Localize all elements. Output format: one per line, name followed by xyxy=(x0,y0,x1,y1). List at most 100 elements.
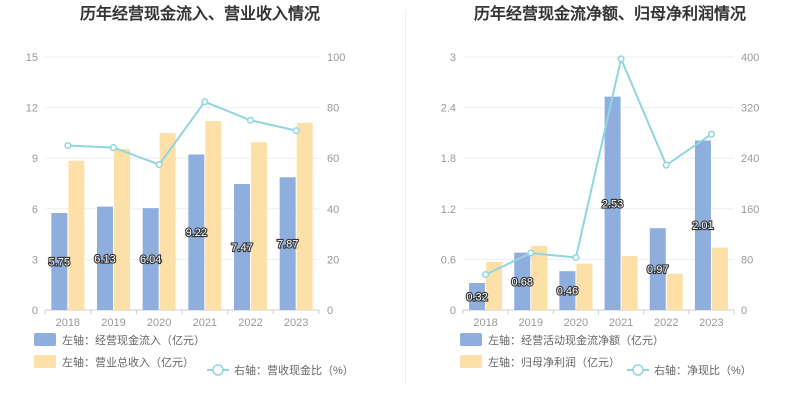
secondary-bar xyxy=(711,247,728,310)
y-right-tick-label: 320 xyxy=(741,103,759,115)
data-label: 7.87 xyxy=(277,239,298,251)
legend-swatch xyxy=(34,333,56,346)
x-tick-label: 2020 xyxy=(147,317,171,329)
primary-bar xyxy=(51,213,68,310)
y-right-tick-label: 100 xyxy=(327,52,345,64)
y-right-tick-label: 20 xyxy=(327,254,339,266)
secondary-bar xyxy=(114,148,130,310)
secondary-bar xyxy=(251,142,267,310)
y-right-tick-label: 240 xyxy=(741,153,759,165)
secondary-bar xyxy=(666,273,683,310)
chart-title: 历年经营现金流净额、归母净利润情况 xyxy=(474,4,746,23)
y-right-tick-label: 400 xyxy=(741,52,759,64)
legend-label: 左轴：归母净利润（亿元） xyxy=(488,355,620,369)
x-tick-label: 2022 xyxy=(238,317,262,329)
x-tick-label: 2023 xyxy=(284,317,308,329)
legend-swatch xyxy=(460,333,482,346)
chart-title: 历年经营现金流入、营业收入情况 xyxy=(80,4,320,23)
data-label: 9.22 xyxy=(186,227,207,239)
x-tick-label: 2023 xyxy=(699,317,723,329)
data-label: 2.01 xyxy=(692,220,713,232)
y-right-tick-label: 0 xyxy=(327,305,333,317)
chart-panel-2: 历年经营现金流净额、归母净利润情况 0 0.6 1.2 1.8 2.4 3 0 80 160 240… xyxy=(441,4,760,377)
secondary-bar xyxy=(621,256,638,310)
y-left-tick-label: 1.8 xyxy=(441,153,456,165)
chart-panel-1: 历年经营现金流入、营业收入情况 0 3 6 9 12 15 0 20 40 60 80 100 2018 2… xyxy=(26,4,354,377)
y-left-tick-label: 2.4 xyxy=(441,103,456,115)
ratio-point xyxy=(155,160,163,169)
y-left-tick-label: 15 xyxy=(26,52,38,64)
data-label: 0.46 xyxy=(557,286,578,298)
x-tick-label: 2019 xyxy=(519,317,543,329)
primary-bar xyxy=(514,252,531,310)
y-left-tick-label: 0 xyxy=(450,305,456,317)
primary-bar xyxy=(649,228,666,310)
primary-bar xyxy=(694,140,711,310)
y-right-tick-label: 80 xyxy=(327,103,339,115)
secondary-bar xyxy=(159,132,176,310)
legend-swatch xyxy=(34,355,56,368)
secondary-bar xyxy=(576,263,593,310)
primary-bar xyxy=(559,271,576,310)
data-label: 2.53 xyxy=(602,198,623,210)
legend-marker xyxy=(212,364,224,376)
y-right-tick-label: 160 xyxy=(741,204,759,216)
x-tick-label: 2021 xyxy=(609,317,633,329)
y-right-tick-label: 60 xyxy=(327,153,339,165)
y-left-tick-label: 9 xyxy=(32,153,38,165)
primary-bar xyxy=(97,206,113,310)
x-tick-label: 2022 xyxy=(654,317,678,329)
legend-label: 左轴：经营活动现金流净额（亿元） xyxy=(488,333,664,347)
ratio-point xyxy=(482,271,490,279)
secondary-bar xyxy=(296,122,313,310)
secondary-bar xyxy=(205,121,222,311)
ratio-point xyxy=(662,161,670,169)
legend-label: 右轴：净现比（%） xyxy=(654,363,752,377)
secondary-bar xyxy=(531,245,548,310)
y-right-tick-label: 40 xyxy=(327,204,339,216)
ratio-point xyxy=(64,142,72,150)
y-left-tick-label: 3 xyxy=(450,52,456,64)
data-label: 6.13 xyxy=(94,253,115,265)
data-label: 0.97 xyxy=(647,264,668,276)
x-tick-label: 2018 xyxy=(473,317,497,329)
y-right-tick-label: 0 xyxy=(741,305,747,317)
x-tick-label: 2021 xyxy=(193,317,217,329)
primary-bar xyxy=(604,96,621,311)
y-left-tick-label: 3 xyxy=(32,254,38,266)
y-right-tick-label: 80 xyxy=(741,254,753,266)
x-tick-label: 2018 xyxy=(56,317,80,329)
legend-label: 左轴：营业总收入（亿元） xyxy=(62,355,194,369)
primary-bar xyxy=(469,283,486,310)
data-label: 5.75 xyxy=(49,257,70,269)
ratio-point xyxy=(572,253,580,262)
data-label: 0.68 xyxy=(512,276,533,288)
ratio-point xyxy=(201,98,209,106)
ratio-point xyxy=(246,116,255,124)
ratio-point xyxy=(707,130,715,138)
y-left-tick-label: 0.6 xyxy=(441,254,456,266)
ratio-point xyxy=(109,144,118,152)
data-label: 0.32 xyxy=(466,292,487,304)
legend-label: 右轴：营收现金比（%） xyxy=(234,363,354,377)
x-tick-label: 2020 xyxy=(564,317,588,329)
data-label: 6.04 xyxy=(140,254,161,266)
ratio-point xyxy=(527,249,535,257)
y-left-tick-label: 0 xyxy=(32,305,38,317)
ratio-point xyxy=(617,55,625,63)
y-left-tick-label: 1.2 xyxy=(441,204,456,216)
y-left-tick-label: 12 xyxy=(26,103,38,115)
primary-bar xyxy=(188,154,205,310)
data-label: 7.47 xyxy=(231,242,252,254)
secondary-bar xyxy=(68,160,85,310)
primary-bar xyxy=(142,208,159,310)
secondary-bar xyxy=(486,261,503,310)
primary-bar xyxy=(279,177,296,310)
legend-label: 左轴：经营现金流入（亿元） xyxy=(62,333,205,347)
x-tick-label: 2019 xyxy=(101,317,125,329)
ratio-line xyxy=(485,55,712,276)
legend-marker xyxy=(632,364,644,376)
ratio-line xyxy=(67,100,297,166)
